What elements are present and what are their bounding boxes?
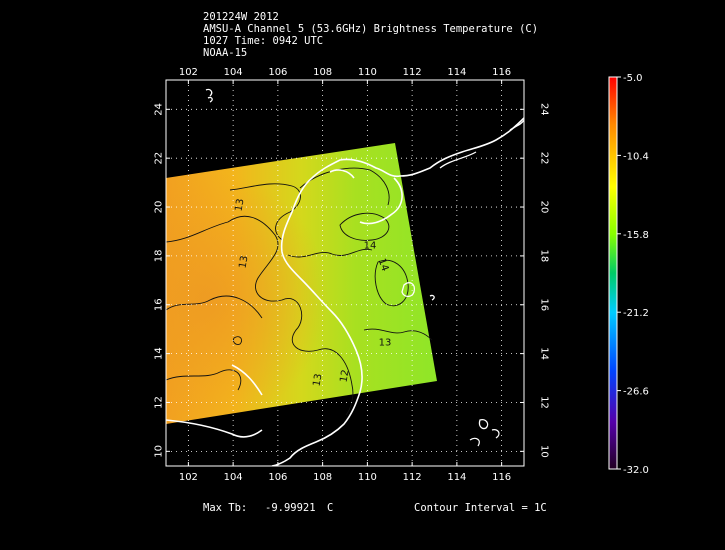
lat-tick-right: 14: [539, 347, 550, 360]
max-tb-label: Max Tb:: [203, 502, 248, 514]
lon-tick-bottom: 104: [224, 472, 243, 483]
lat-tick-right: 10: [539, 445, 550, 458]
title-line-1: 201224W 2012: [203, 11, 279, 23]
lon-tick-top: 102: [179, 67, 198, 78]
lat-tick-right: 16: [539, 298, 550, 311]
lat-ticks-right: 10 12 14 16 18 20 22 24: [539, 103, 550, 458]
max-tb-value: -9.99921: [265, 502, 316, 514]
lat-tick-left: 16: [154, 298, 165, 311]
lon-tick-bottom: 110: [358, 472, 377, 483]
map-frame: [165, 79, 525, 467]
contour-label: 13: [379, 338, 392, 349]
lon-tick-bottom: 102: [179, 472, 198, 483]
islands: [205, 88, 524, 447]
title-line-3: 1027 Time: 0942 UTC: [203, 35, 324, 47]
lat-tick-left: 14: [154, 347, 165, 360]
lon-tick-top: 108: [313, 67, 332, 78]
lon-tick-top: 104: [224, 67, 243, 78]
title-line-2: AMSU-A Channel 5 (53.6GHz) Brightness Te…: [203, 23, 539, 35]
colorbar-label: -32.0: [623, 465, 649, 476]
lon-tick-top: 110: [358, 67, 377, 78]
contour-label: 14: [376, 257, 391, 273]
graticule: [166, 80, 524, 466]
lon-tick-bottom: 112: [403, 472, 422, 483]
max-tb-unit: C: [327, 502, 334, 514]
lon-ticks-bottom: 102 104 106 108 110 112 114 116: [179, 472, 511, 483]
colorbar: [608, 76, 618, 470]
colorbar-label: -5.0: [623, 73, 643, 84]
colorbar-labels: -5.0 -10.4 -15.8 -21.2 -26.6 -32.0: [617, 73, 649, 476]
colorbar-label: -10.4: [623, 151, 649, 162]
lat-ticks-left: 10 12 14 16 18 20 22 24: [154, 103, 165, 458]
lat-tick-left: 24: [154, 103, 165, 116]
lat-tick-right: 22: [539, 152, 550, 165]
title-line-4: NOAA-15: [203, 47, 248, 59]
warm-region: [166, 143, 437, 424]
colorbar-label: -21.2: [623, 308, 649, 319]
contour-lines: [166, 167, 433, 416]
lon-tick-bottom: 108: [313, 472, 332, 483]
contour-interval: Contour Interval = 1C: [414, 502, 547, 514]
lon-tick-top: 106: [268, 67, 287, 78]
lon-tick-bottom: 114: [447, 472, 466, 483]
lat-tick-left: 20: [154, 201, 165, 214]
lon-tick-top: 116: [492, 67, 511, 78]
coastline: [166, 117, 524, 466]
lat-tick-left: 18: [154, 250, 165, 263]
lon-tick-bottom: 116: [492, 472, 511, 483]
lon-ticks-top: 102 104 106 108 110 112 114 116: [179, 67, 511, 78]
lat-tick-right: 20: [539, 201, 550, 214]
colorbar-label: -26.6: [623, 387, 649, 398]
lat-tick-left: 12: [154, 396, 165, 409]
lon-tick-bottom: 106: [268, 472, 287, 483]
lat-tick-right: 12: [539, 396, 550, 409]
contour-label: 13: [237, 255, 250, 269]
contour-label: 13: [311, 373, 324, 387]
lat-tick-right: 24: [539, 103, 550, 116]
contour-label: 13: [233, 198, 246, 212]
colorbar-label: -15.8: [623, 230, 649, 241]
lat-tick-left: 10: [154, 445, 165, 458]
lat-tick-left: 22: [154, 152, 165, 165]
lon-tick-top: 112: [403, 67, 422, 78]
lat-tick-right: 18: [539, 250, 550, 263]
lon-tick-top: 114: [447, 67, 466, 78]
contour-label: 12: [338, 369, 351, 383]
contour-label-group: 13 13 14 14 13 12 13: [233, 198, 391, 387]
contour-label: 14: [364, 241, 377, 252]
